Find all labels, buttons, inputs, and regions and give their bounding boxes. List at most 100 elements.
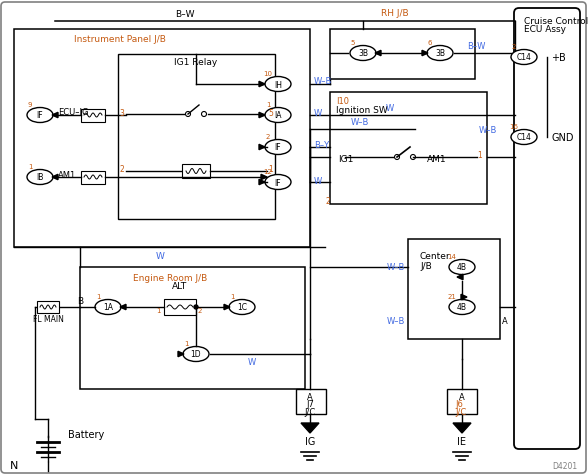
Text: Ignition SW: Ignition SW xyxy=(336,106,387,115)
Bar xyxy=(14,30,310,248)
Text: W–B: W–B xyxy=(351,118,369,127)
Text: W–B: W–B xyxy=(387,263,405,272)
Text: B–W: B–W xyxy=(175,10,195,19)
Text: 1: 1 xyxy=(156,307,161,313)
Text: IH: IH xyxy=(274,80,282,89)
Text: 1: 1 xyxy=(28,164,32,169)
Ellipse shape xyxy=(350,46,376,61)
Text: J/C: J/C xyxy=(455,407,466,416)
Polygon shape xyxy=(259,82,265,88)
Text: 2: 2 xyxy=(266,134,270,140)
Text: W: W xyxy=(248,357,256,366)
Bar xyxy=(330,30,475,80)
Text: J/C: J/C xyxy=(305,407,316,416)
Text: AM1: AM1 xyxy=(58,170,76,179)
Text: 5: 5 xyxy=(269,108,273,117)
Polygon shape xyxy=(52,175,58,180)
Text: B–W: B–W xyxy=(467,42,485,51)
Ellipse shape xyxy=(265,77,291,92)
Text: C14: C14 xyxy=(517,53,532,62)
Text: 1D: 1D xyxy=(191,350,201,359)
Bar xyxy=(37,301,59,313)
Text: 4B: 4B xyxy=(457,303,467,312)
Text: N: N xyxy=(10,460,18,470)
Text: IA: IA xyxy=(274,111,282,120)
Text: IG: IG xyxy=(305,436,315,446)
Text: 21: 21 xyxy=(447,293,456,299)
Text: 3B: 3B xyxy=(358,50,368,59)
Text: B: B xyxy=(77,297,83,306)
Ellipse shape xyxy=(265,175,291,190)
Bar xyxy=(164,299,196,315)
Text: J6: J6 xyxy=(455,399,463,408)
Text: IF: IF xyxy=(36,111,44,120)
Polygon shape xyxy=(224,305,230,310)
Bar xyxy=(296,389,326,414)
Text: ECU Assy: ECU Assy xyxy=(524,25,566,34)
Ellipse shape xyxy=(27,108,53,123)
Text: D4201: D4201 xyxy=(552,461,577,470)
Bar xyxy=(447,389,477,414)
Text: W–B: W–B xyxy=(479,126,497,135)
Text: RH J/B: RH J/B xyxy=(381,9,409,18)
Text: 9: 9 xyxy=(28,102,32,108)
Text: +B: +B xyxy=(551,53,566,63)
Text: ECU–IG: ECU–IG xyxy=(58,108,89,117)
Polygon shape xyxy=(261,175,267,180)
Text: ALT: ALT xyxy=(172,281,188,290)
Polygon shape xyxy=(120,305,126,310)
Bar xyxy=(182,165,210,178)
Polygon shape xyxy=(52,113,58,119)
Text: W: W xyxy=(314,109,322,118)
Polygon shape xyxy=(259,145,265,150)
Text: 3: 3 xyxy=(119,108,125,117)
Ellipse shape xyxy=(511,130,537,145)
Text: 5: 5 xyxy=(351,40,355,46)
Text: A: A xyxy=(307,392,313,401)
Polygon shape xyxy=(178,352,184,357)
Text: 16: 16 xyxy=(509,124,519,130)
Text: J/B: J/B xyxy=(420,261,432,270)
Bar xyxy=(81,171,105,184)
Polygon shape xyxy=(461,295,467,300)
Polygon shape xyxy=(457,275,463,280)
Ellipse shape xyxy=(265,140,291,155)
Ellipse shape xyxy=(265,108,291,123)
Polygon shape xyxy=(453,423,471,433)
Polygon shape xyxy=(375,51,381,57)
Text: 1: 1 xyxy=(96,293,100,299)
Polygon shape xyxy=(259,113,265,119)
Text: W: W xyxy=(314,176,322,185)
Text: 2: 2 xyxy=(512,44,516,50)
Text: 1: 1 xyxy=(183,340,188,346)
Text: 14: 14 xyxy=(447,253,456,259)
Bar xyxy=(118,55,275,219)
Bar xyxy=(80,268,305,389)
Polygon shape xyxy=(301,423,319,433)
Text: W–B: W–B xyxy=(387,317,405,326)
Ellipse shape xyxy=(511,50,537,65)
Text: Cruise Control: Cruise Control xyxy=(524,17,588,26)
Text: Instrument Panel J/B: Instrument Panel J/B xyxy=(74,35,166,44)
Text: A: A xyxy=(502,317,508,326)
Text: J7: J7 xyxy=(306,399,314,408)
Text: W–B: W–B xyxy=(314,77,332,86)
Text: IF: IF xyxy=(275,178,281,187)
Text: Engine Room J/B: Engine Room J/B xyxy=(133,273,207,282)
Ellipse shape xyxy=(449,300,475,315)
Text: 1C: 1C xyxy=(237,303,247,312)
Text: 1A: 1A xyxy=(103,303,113,312)
Text: Center: Center xyxy=(420,251,450,260)
Ellipse shape xyxy=(449,260,475,275)
Ellipse shape xyxy=(427,46,453,61)
Ellipse shape xyxy=(27,170,53,185)
Text: IE: IE xyxy=(457,436,466,446)
Text: 1: 1 xyxy=(266,102,270,108)
Ellipse shape xyxy=(95,300,121,315)
Text: C14: C14 xyxy=(517,133,532,142)
Text: I10: I10 xyxy=(336,97,349,106)
Text: GND: GND xyxy=(551,133,573,143)
Text: 2: 2 xyxy=(325,197,330,206)
Ellipse shape xyxy=(229,300,255,315)
Text: 1: 1 xyxy=(477,150,482,159)
